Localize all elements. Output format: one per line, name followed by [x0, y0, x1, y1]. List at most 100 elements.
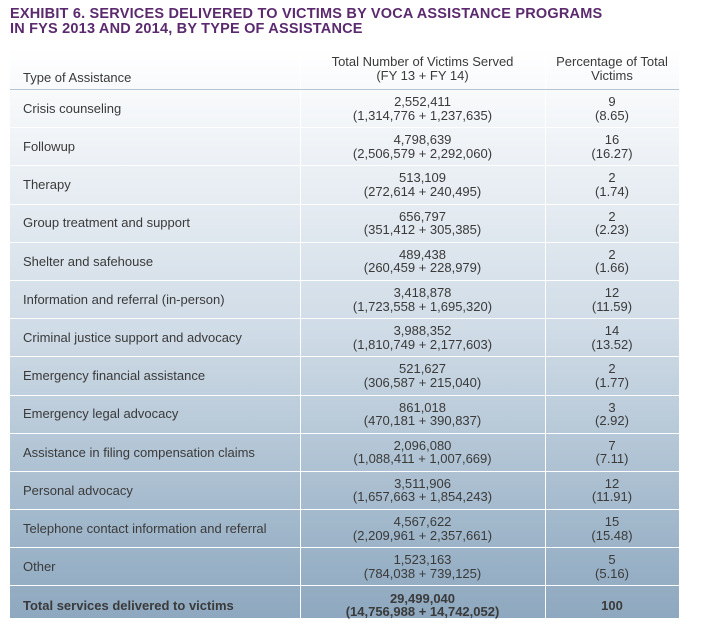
victims-served-total: 3,988,352: [393, 323, 452, 339]
percentage-rounded: 2: [608, 170, 616, 186]
victims-served-total: 861,018: [399, 399, 446, 415]
assistance-type: Personal advocacy: [23, 482, 133, 498]
assistance-type: Criminal justice support and advocacy: [23, 329, 242, 345]
table-row: Criminal justice support and advocacy 3,9…: [10, 319, 679, 358]
total-label: Total services delivered to victims: [23, 597, 234, 613]
victims-served-total: 3,511,906: [394, 475, 451, 491]
percentage-rounded: 7: [608, 437, 616, 453]
assistance-type: Crisis counseling: [23, 100, 122, 116]
victims-served-breakdown: (1,088,411 + 1,007,669): [353, 451, 492, 467]
header-pct-line-1: Percentage of Total: [556, 54, 668, 69]
percentage-exact: (1.74): [595, 183, 629, 199]
victims-served-cell: 3,511,906 (1,657,663 + 1,854,243): [300, 477, 545, 504]
header-type: Type of Assistance: [23, 69, 132, 85]
victims-served-cell: 861,018 (470,181 + 390,837): [300, 401, 545, 428]
percentage-exact: (1.77): [595, 374, 629, 390]
percentage-cell: 16 (16.27): [545, 133, 679, 160]
total-count: 29,499,040: [389, 590, 456, 606]
services-table: Type of Assistance Total Number of Victi…: [10, 48, 679, 618]
table-row: Therapy 513,109 (272,614 + 240,495) 2 (1.74): [10, 166, 679, 205]
percentage-cell: 2 (1.66): [545, 248, 679, 275]
header-percentage: Percentage of Total Victims: [545, 48, 679, 82]
victims-served-total: 3,418,878: [393, 285, 452, 301]
total-count-cell: 29,499,040 (14,756,988 + 14,742,052): [300, 592, 545, 619]
percentage-exact: (11.59): [591, 298, 633, 314]
column-divider: [300, 48, 301, 618]
percentage-rounded: 5: [608, 552, 616, 568]
victims-served-breakdown: (2,209,961 + 2,357,661): [352, 527, 493, 543]
table-row: Information and referral (in-person) 3,41…: [10, 281, 679, 320]
percentage-rounded: 14: [604, 323, 620, 339]
percentage-exact: (1.66): [595, 260, 629, 276]
victims-served-breakdown: (470,181 + 390,837): [363, 413, 482, 429]
header-total-line-1: Total Number of Victims Served: [331, 54, 514, 69]
total-percentage: 100: [601, 597, 623, 613]
victims-served-cell: 521,627 (306,587 + 215,040): [300, 362, 545, 389]
table-row: Emergency legal advocacy 861,018 (470,181 …: [10, 396, 679, 434]
table-row: Telephone contact information and referr…: [10, 510, 679, 549]
victims-served-total: 489,438: [399, 246, 446, 262]
victims-served-total: 513,109: [399, 170, 446, 186]
header-total-line-2: (FY 13 + FY 14): [376, 67, 469, 83]
victims-served-breakdown: (260,459 + 228,979): [363, 260, 482, 276]
exhibit-title: EXHIBIT 6. SERVICES DELIVERED TO VICTIMS…: [10, 7, 690, 37]
total-breakdown: (14,756,988 + 14,742,052): [345, 604, 500, 620]
assistance-type: Therapy: [23, 177, 71, 193]
victims-served-cell: 656,797 (351,412 + 305,385): [300, 210, 545, 237]
victims-served-breakdown: (1,314,776 + 1,237,635): [352, 107, 493, 123]
victims-served-total: 4,798,639: [393, 132, 452, 148]
victims-served-total: 2,552,411: [394, 94, 451, 110]
victims-served-breakdown: (306,587 + 215,040): [363, 374, 482, 390]
table-row: Personal advocacy 3,511,906 (1,657,663 + 1…: [10, 472, 679, 511]
percentage-exact: (15.48): [591, 527, 633, 543]
victims-served-cell: 4,798,639 (2,506,579 + 2,292,060): [300, 133, 545, 160]
victims-served-cell: 489,438 (260,459 + 228,979): [300, 248, 545, 275]
victims-served-total: 2,096,080: [393, 437, 452, 453]
assistance-type: Information and referral (in-person): [23, 291, 225, 307]
victims-served-cell: 513,109 (272,614 + 240,495): [300, 171, 545, 198]
percentage-rounded: 12: [604, 475, 620, 491]
percentage-cell: 14 (13.52): [545, 324, 679, 351]
percentage-cell: 2 (1.77): [545, 362, 679, 389]
percentage-exact: (7.11): [595, 451, 629, 467]
victims-served-cell: 2,552,411 (1,314,776 + 1,237,635): [300, 95, 545, 122]
victims-served-breakdown: (272,614 + 240,495): [363, 183, 482, 199]
victims-served-breakdown: (1,723,558 + 1,695,320): [352, 298, 493, 314]
victims-served-cell: 2,096,080 (1,088,411 + 1,007,669): [300, 439, 545, 466]
assistance-type: Group treatment and support: [23, 215, 190, 231]
victims-served-cell: 3,988,352 (1,810,749 + 2,177,603): [300, 324, 545, 351]
percentage-rounded: 2: [608, 361, 616, 377]
title-line-1: EXHIBIT 6. SERVICES DELIVERED TO VICTIMS…: [10, 6, 603, 22]
assistance-type: Other: [23, 559, 56, 575]
table-row: Other 1,523,163 (784,038 + 739,125) 5 (5.16): [10, 548, 679, 587]
percentage-exact: (11.91): [591, 489, 633, 505]
table-header: Type of Assistance Total Number of Victi…: [10, 48, 679, 90]
assistance-type: Shelter and safehouse: [23, 253, 154, 269]
victims-served-total: 521,627: [399, 361, 446, 377]
percentage-exact: (13.52): [591, 336, 633, 352]
percentage-cell: 7 (7.11): [545, 439, 679, 466]
percentage-rounded: 2: [608, 246, 616, 262]
table-body: Crisis counseling 2,552,411 (1,314,776 + 1…: [10, 90, 679, 587]
percentage-cell: 9 (8.65): [545, 95, 679, 122]
assistance-type: Telephone contact information and referr…: [23, 520, 267, 536]
percentage-exact: (5.16): [595, 565, 629, 581]
percentage-rounded: 2: [608, 208, 616, 224]
percentage-rounded: 3: [608, 399, 616, 415]
table-row: Followup 4,798,639 (2,506,579 + 2,292,060)…: [10, 128, 679, 167]
victims-served-cell: 1,523,163 (784,038 + 739,125): [300, 553, 545, 580]
victims-served-breakdown: (2,506,579 + 2,292,060): [352, 145, 493, 161]
percentage-cell: 3 (2.92): [545, 401, 679, 428]
assistance-type: Emergency financial assistance: [23, 368, 206, 384]
header-total: Total Number of Victims Served (FY 13 + …: [300, 48, 545, 82]
table-row: Emergency financial assistance 521,627 (30…: [10, 357, 679, 396]
percentage-exact: (8.65): [595, 107, 629, 123]
victims-served-total: 1,523,163: [393, 552, 452, 568]
table-row: Shelter and safehouse 489,438 (260,459 + 2…: [10, 243, 679, 281]
victims-served-breakdown: (1,810,749 + 2,177,603): [352, 336, 493, 352]
victims-served-cell: 3,418,878 (1,723,558 + 1,695,320): [300, 286, 545, 313]
victims-served-total: 656,797: [399, 208, 446, 224]
header-pct-line-2: Victims: [591, 67, 633, 83]
victims-served-cell: 4,567,622 (2,209,961 + 2,357,661): [300, 515, 545, 542]
